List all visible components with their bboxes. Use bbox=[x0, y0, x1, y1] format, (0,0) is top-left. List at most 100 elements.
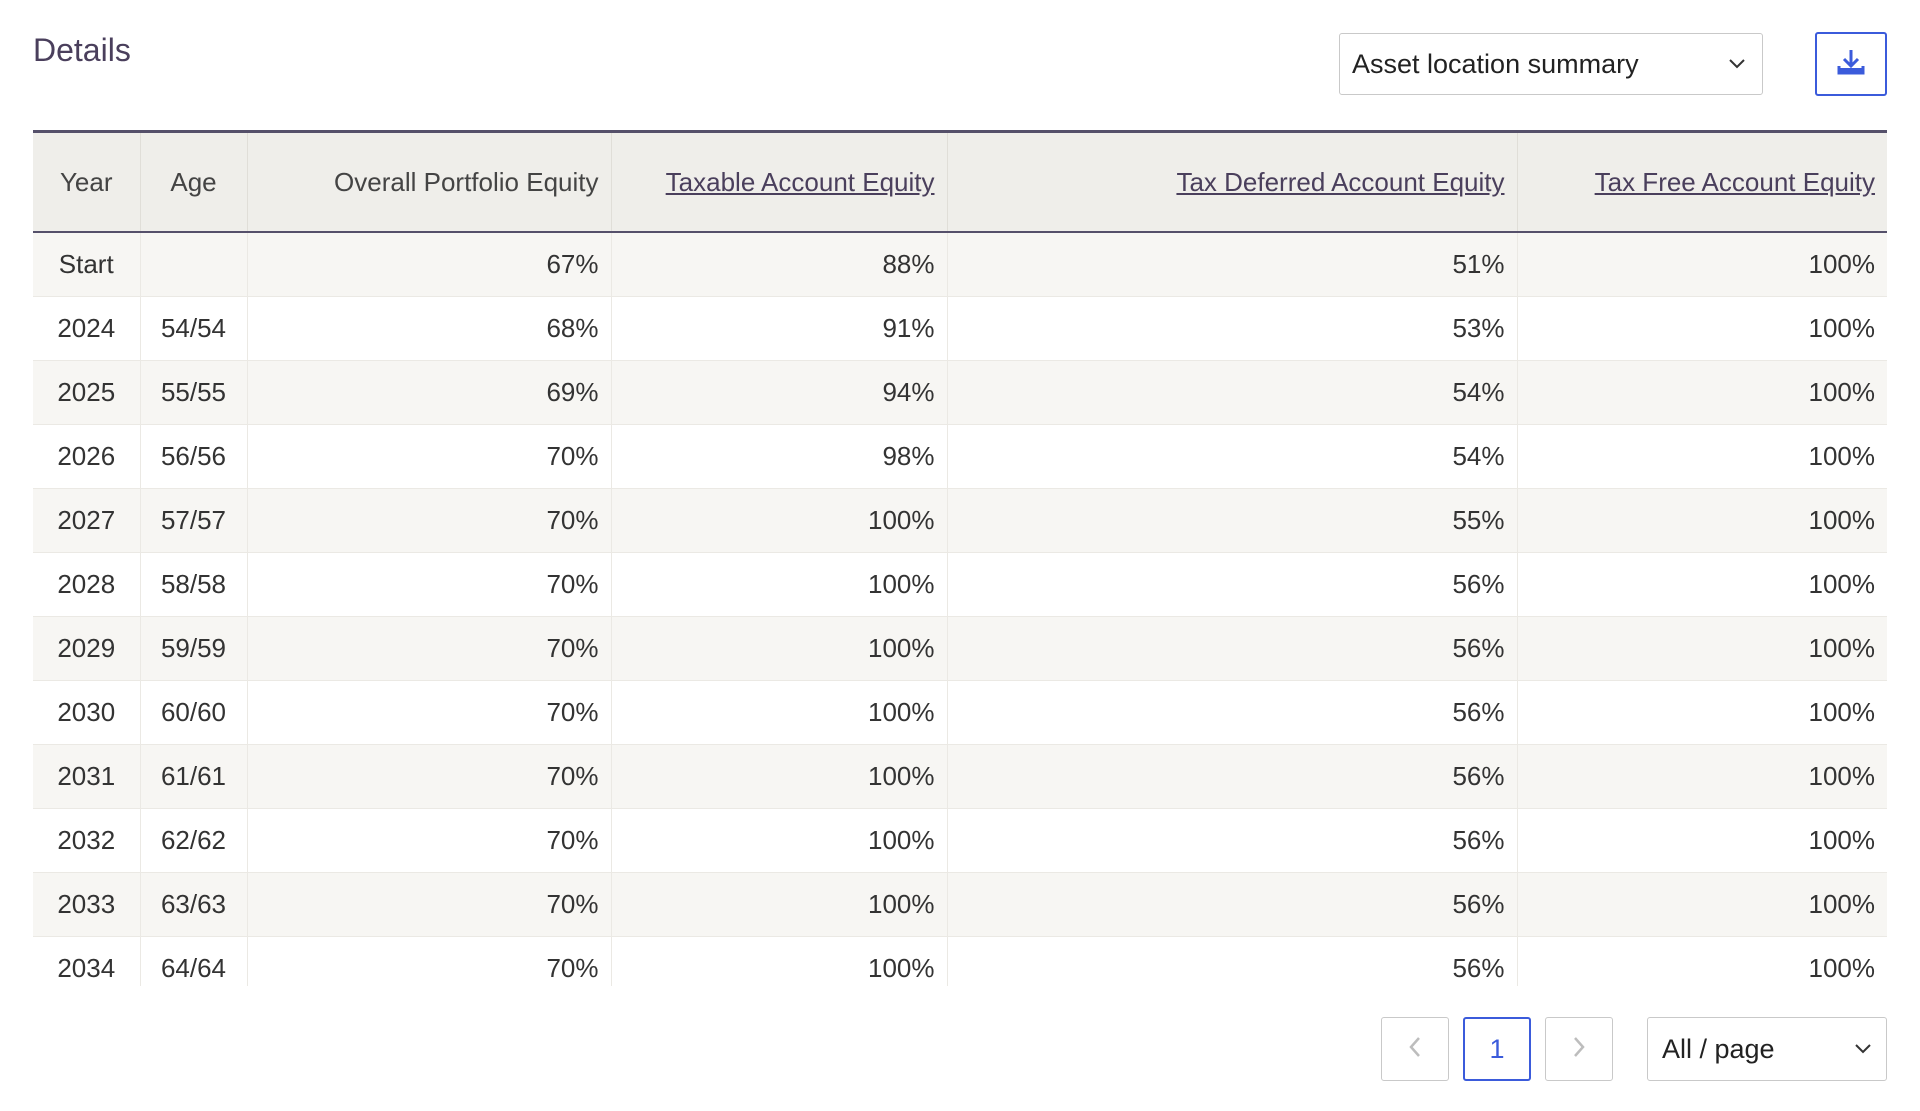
cell-tax-free-account-equity: 100% bbox=[1517, 424, 1887, 489]
cell-year: 2024 bbox=[33, 296, 141, 361]
cell-age: 57/57 bbox=[140, 488, 248, 553]
cell-age: 61/61 bbox=[140, 744, 248, 809]
cell-age bbox=[140, 232, 248, 297]
cell-tax-free-account-equity: 100% bbox=[1517, 296, 1887, 361]
cell-tax-deferred-account-equity: 56% bbox=[947, 872, 1518, 937]
chevron-down-icon bbox=[1852, 1038, 1874, 1060]
cell-taxable-account-equity: 100% bbox=[611, 680, 948, 745]
view-select[interactable]: Asset location summary bbox=[1339, 33, 1763, 95]
cell-year: 2029 bbox=[33, 616, 141, 681]
cell-overall-portfolio-equity: 70% bbox=[247, 616, 612, 681]
cell-age: 59/59 bbox=[140, 616, 248, 681]
cell-year: 2033 bbox=[33, 872, 141, 937]
tax-deferred-account-equity-link[interactable]: Tax Deferred Account Equity bbox=[1176, 166, 1505, 197]
tax-free-account-equity-link[interactable]: Tax Free Account Equity bbox=[1594, 166, 1875, 197]
cell-age: 58/58 bbox=[140, 552, 248, 617]
cell-taxable-account-equity: 100% bbox=[611, 552, 948, 617]
cell-tax-deferred-account-equity: 54% bbox=[947, 424, 1518, 489]
table-row: 2025 55/55 69% 94% 54% 100% bbox=[33, 360, 1887, 425]
cell-overall-portfolio-equity: 69% bbox=[247, 360, 612, 425]
download-icon bbox=[1835, 46, 1867, 83]
chevron-down-icon bbox=[1726, 53, 1748, 75]
cell-tax-free-account-equity: 100% bbox=[1517, 936, 1887, 986]
cell-overall-portfolio-equity: 70% bbox=[247, 680, 612, 745]
cell-year: 2034 bbox=[33, 936, 141, 986]
cell-tax-deferred-account-equity: 51% bbox=[947, 232, 1518, 297]
cell-tax-free-account-equity: 100% bbox=[1517, 680, 1887, 745]
table-header-row: Year Age Overall Portfolio Equity Taxabl… bbox=[33, 133, 1887, 233]
cell-taxable-account-equity: 91% bbox=[611, 296, 948, 361]
cell-tax-deferred-account-equity: 56% bbox=[947, 936, 1518, 986]
chevron-left-icon bbox=[1408, 1036, 1422, 1063]
cell-overall-portfolio-equity: 70% bbox=[247, 872, 612, 937]
previous-page-button[interactable] bbox=[1381, 1017, 1449, 1081]
cell-year: 2027 bbox=[33, 488, 141, 553]
cell-tax-deferred-account-equity: 56% bbox=[947, 808, 1518, 873]
cell-tax-free-account-equity: 100% bbox=[1517, 744, 1887, 809]
cell-year: 2032 bbox=[33, 808, 141, 873]
cell-year: 2028 bbox=[33, 552, 141, 617]
table-row: 2034 64/64 70% 100% 56% 100% bbox=[33, 936, 1887, 986]
table-row: 2033 63/63 70% 100% 56% 100% bbox=[33, 872, 1887, 937]
cell-overall-portfolio-equity: 70% bbox=[247, 488, 612, 553]
cell-overall-portfolio-equity: 70% bbox=[247, 936, 612, 986]
cell-age: 60/60 bbox=[140, 680, 248, 745]
cell-age: 63/63 bbox=[140, 872, 248, 937]
cell-age: 56/56 bbox=[140, 424, 248, 489]
cell-tax-free-account-equity: 100% bbox=[1517, 360, 1887, 425]
table-row: 2030 60/60 70% 100% 56% 100% bbox=[33, 680, 1887, 745]
page-1-button[interactable]: 1 bbox=[1463, 1017, 1531, 1081]
cell-taxable-account-equity: 100% bbox=[611, 872, 948, 937]
cell-overall-portfolio-equity: 70% bbox=[247, 744, 612, 809]
table-row: 2032 62/62 70% 100% 56% 100% bbox=[33, 808, 1887, 873]
details-table: Year Age Overall Portfolio Equity Taxabl… bbox=[33, 130, 1887, 986]
chevron-right-icon bbox=[1572, 1036, 1586, 1063]
cell-tax-free-account-equity: 100% bbox=[1517, 808, 1887, 873]
next-page-button[interactable] bbox=[1545, 1017, 1613, 1081]
cell-overall-portfolio-equity: 70% bbox=[247, 552, 612, 617]
cell-age: 55/55 bbox=[140, 360, 248, 425]
download-button[interactable] bbox=[1815, 32, 1887, 96]
cell-tax-free-account-equity: 100% bbox=[1517, 872, 1887, 937]
table-row: 2031 61/61 70% 100% 56% 100% bbox=[33, 744, 1887, 809]
cell-year: 2031 bbox=[33, 744, 141, 809]
column-header-taxable-account-equity[interactable]: Taxable Account Equity bbox=[611, 133, 948, 233]
table-row: 2024 54/54 68% 91% 53% 100% bbox=[33, 296, 1887, 361]
cell-taxable-account-equity: 98% bbox=[611, 424, 948, 489]
cell-overall-portfolio-equity: 70% bbox=[247, 808, 612, 873]
taxable-account-equity-link[interactable]: Taxable Account Equity bbox=[665, 166, 935, 197]
table-row: 2027 57/57 70% 100% 55% 100% bbox=[33, 488, 1887, 553]
column-header-year: Year bbox=[33, 133, 141, 233]
column-header-age: Age bbox=[140, 133, 248, 233]
column-header-tax-free-account-equity[interactable]: Tax Free Account Equity bbox=[1517, 133, 1887, 233]
table-row: 2028 58/58 70% 100% 56% 100% bbox=[33, 552, 1887, 617]
cell-tax-free-account-equity: 100% bbox=[1517, 552, 1887, 617]
cell-tax-free-account-equity: 100% bbox=[1517, 488, 1887, 553]
column-header-tax-deferred-account-equity[interactable]: Tax Deferred Account Equity bbox=[947, 133, 1518, 233]
page-title: Details bbox=[33, 32, 131, 68]
cell-taxable-account-equity: 100% bbox=[611, 616, 948, 681]
page-size-select[interactable]: All / page bbox=[1647, 1017, 1887, 1081]
cell-tax-deferred-account-equity: 56% bbox=[947, 680, 1518, 745]
cell-year: Start bbox=[33, 232, 141, 297]
cell-year: 2026 bbox=[33, 424, 141, 489]
cell-tax-deferred-account-equity: 56% bbox=[947, 744, 1518, 809]
cell-taxable-account-equity: 100% bbox=[611, 808, 948, 873]
cell-tax-free-account-equity: 100% bbox=[1517, 232, 1887, 297]
cell-tax-deferred-account-equity: 53% bbox=[947, 296, 1518, 361]
page-size-value: All / page bbox=[1662, 1033, 1775, 1064]
cell-taxable-account-equity: 100% bbox=[611, 936, 948, 986]
cell-age: 62/62 bbox=[140, 808, 248, 873]
table-row: 2029 59/59 70% 100% 56% 100% bbox=[33, 616, 1887, 681]
cell-age: 54/54 bbox=[140, 296, 248, 361]
view-select-value: Asset location summary bbox=[1352, 48, 1639, 79]
cell-tax-deferred-account-equity: 54% bbox=[947, 360, 1518, 425]
column-header-overall-portfolio-equity: Overall Portfolio Equity bbox=[247, 133, 612, 233]
table-row: Start 67% 88% 51% 100% bbox=[33, 232, 1887, 297]
cell-taxable-account-equity: 94% bbox=[611, 360, 948, 425]
cell-tax-free-account-equity: 100% bbox=[1517, 616, 1887, 681]
cell-overall-portfolio-equity: 70% bbox=[247, 424, 612, 489]
cell-tax-deferred-account-equity: 56% bbox=[947, 552, 1518, 617]
cell-taxable-account-equity: 88% bbox=[611, 232, 948, 297]
table-row: 2026 56/56 70% 98% 54% 100% bbox=[33, 424, 1887, 489]
